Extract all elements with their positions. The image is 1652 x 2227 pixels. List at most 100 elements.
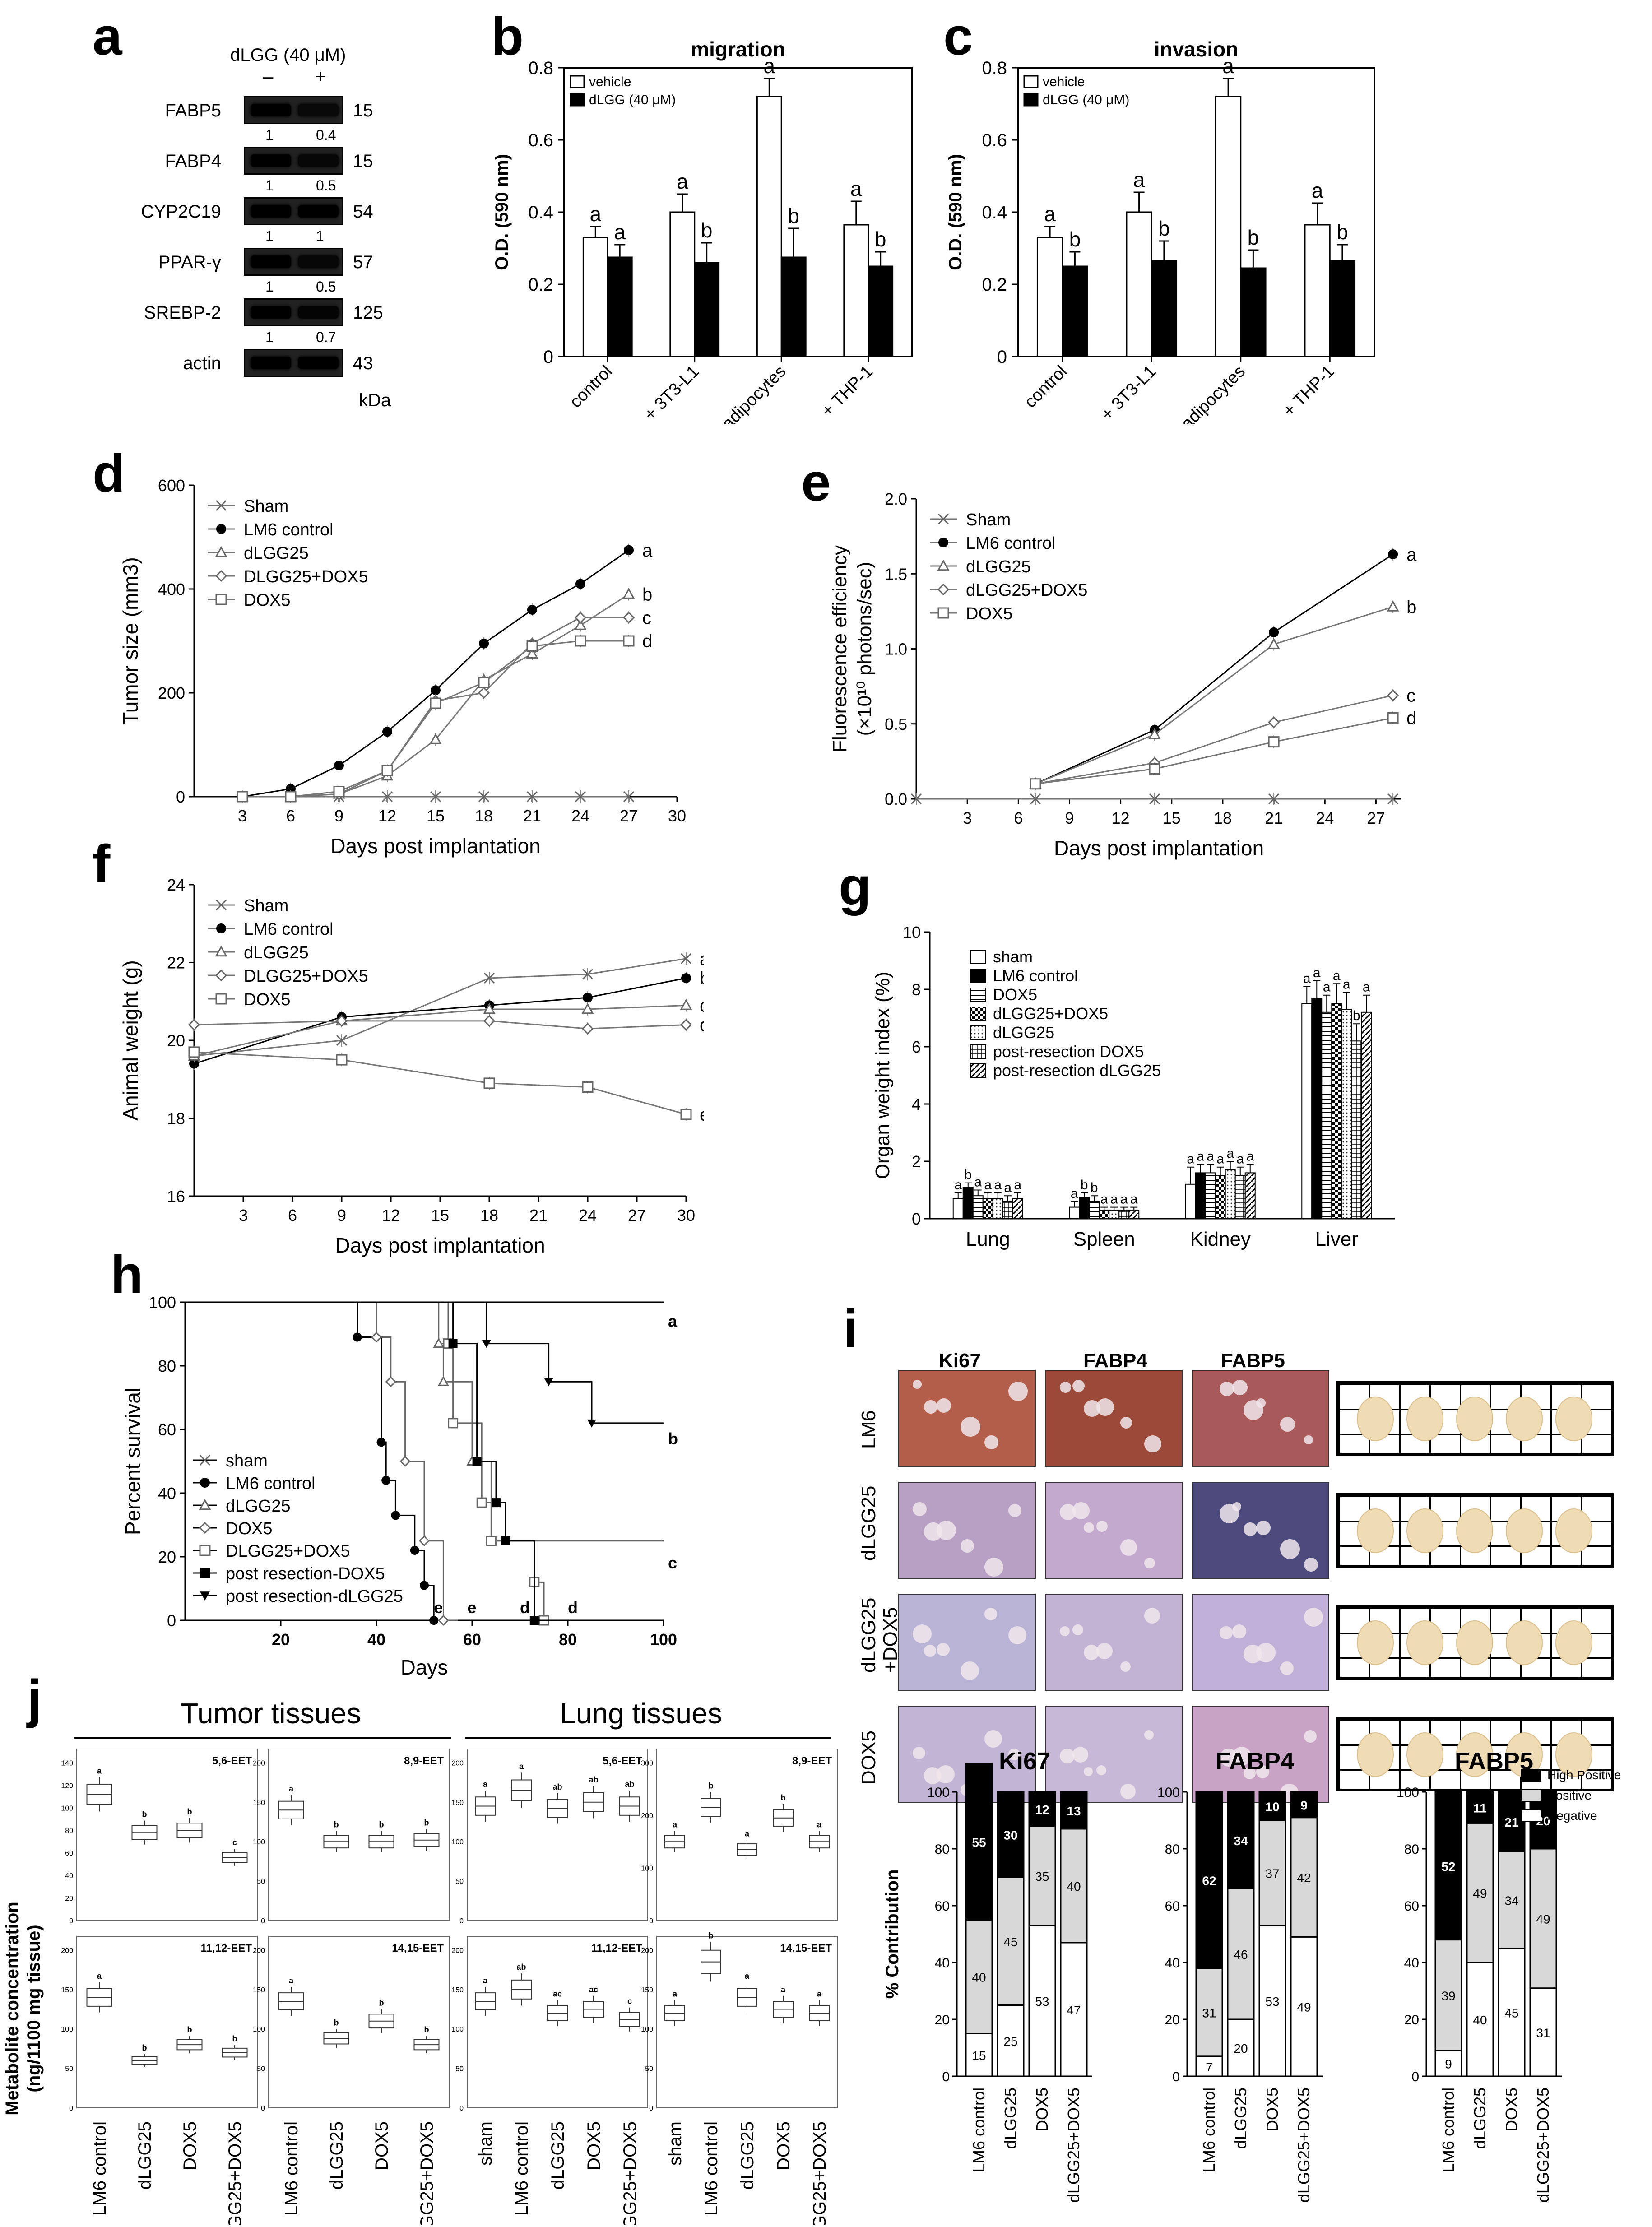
blot-ratio-label: 1 [265,177,274,194]
x-tick-label: 3 [239,1206,248,1225]
censor-marker [492,1498,501,1508]
stack-value-negative: 25 [1003,2034,1017,2048]
box-plot-frame [656,1936,838,2108]
legend-swatch [1521,1809,1541,1822]
y-tick-label: 100 [149,1293,176,1312]
legend-swatch [970,988,986,1002]
x-axis-label: Days post implantation [1054,836,1264,860]
stack-value-negative: 40 [1473,2013,1487,2027]
y-axis-label: O.D. (590 nm) [946,154,965,270]
series-end-letter: d [642,631,652,651]
stack-value-high: 21 [1504,1815,1518,1829]
stack-value-negative: 20 [1234,2041,1248,2055]
tissue-vacuole [1096,1521,1108,1532]
x-tick-label: + THP-1 [818,362,877,421]
box-plot-title: 14,15-EET [780,1942,832,1954]
tissue-vacuole [961,1539,974,1553]
data-point-sham [483,972,495,984]
significance-letter: b [1069,227,1081,251]
legend-label: dLGG25 [244,544,309,563]
box-plot-title: 11,12-EET [201,1942,252,1954]
censor-marker [385,1376,396,1387]
blot-header: dLGG (40 μM) [230,45,346,65]
y-tick-label: 100 [253,2026,265,2033]
panel-label-e: e [801,453,831,512]
data-point-sham [1268,793,1280,805]
legend-marker [200,1478,210,1488]
x-tick-label: + 3T3-L1 [640,362,703,424]
x-axis-label: Days post implantation [330,834,540,858]
y-tick-label: 0.5 [885,715,907,733]
tissue-vacuole [913,1380,922,1389]
significance-letter: a [677,170,688,193]
series-end-letter: b [1406,597,1416,617]
stack-value-positive: 39 [1441,1989,1455,2003]
y-tick-label: 1.0 [885,640,907,659]
y-tick-label: 50 [455,1878,464,1886]
data-point-lm6-control [479,638,489,649]
panel-label-i: i [843,1299,858,1359]
x-tick-label: 9 [334,807,343,825]
data-point-dlgg25-dox5 [574,612,587,624]
stack-value-high: 11 [1473,1801,1487,1815]
stack-high-positive [1028,1791,1056,1827]
bar [1321,1011,1332,1220]
stack-positive [1434,1939,1462,2051]
data-point-sham [381,791,393,803]
stack-high-positive [997,1791,1025,1878]
x-tick-label: Lung [966,1228,1010,1250]
tissue-vacuole [984,1730,1002,1748]
x-axis-label: Days [401,1656,448,1679]
group-title: FABP5 [1455,1748,1533,1775]
significance-letter: a [1246,1149,1254,1164]
significance-letter: ac [553,1990,562,1999]
series-line-dox5 [242,640,629,798]
significance-letter: a [994,1178,1002,1192]
y-axis-label: Tumor size (mm3) [119,557,142,724]
significance-letter: b [1081,1178,1088,1192]
tissue-vacuole [1304,1730,1317,1743]
y-tick-label: 20 [65,1895,73,1902]
series-end-letter: b [700,969,704,988]
series-end-letter: d [700,1016,704,1035]
x-tick-label: DOX5 [1502,2088,1521,2132]
blot-row-fabp4: FABP4 15 1 0.5 [165,147,415,194]
x-tick-label: dLGG25+DOX5 [620,2121,640,2225]
excised-tumor [1357,1620,1394,1665]
y-tick-label: 140 [61,1759,73,1767]
stack-value-negative: 53 [1265,1995,1279,2009]
series-line-lm6-control [1035,553,1393,785]
bar [1118,1209,1130,1220]
censor-marker [501,1536,510,1545]
significance-letter: a [1216,1152,1224,1167]
tissue-vacuole [1144,1435,1161,1452]
y-tick-label: 6 [912,1038,921,1056]
stack-negative [1060,1942,1088,2077]
bar [1185,1183,1196,1219]
blot-band-strip [244,248,343,276]
significance-letter: a [1303,971,1311,986]
survival-curve-lm6-control [185,1301,453,1621]
excised-tumor [1456,1732,1493,1777]
blot-ratio-label: 1 [265,278,274,295]
data-point-dox5 [526,640,538,652]
significance-letter: a [745,1972,750,1981]
x-tick-label: + 3T3-L1 [1098,362,1160,424]
x-tick-label: sham [665,2121,685,2166]
y-tick-label: 80 [935,1842,950,1857]
ihc-image-ki67-dlgg25-dox5 [898,1594,1036,1691]
legend-label: Negative [1547,1809,1597,1823]
significance-letter: b [187,1807,192,1816]
stack-negative [1434,2050,1462,2077]
bar [1215,1175,1226,1219]
legend-label: dLGG25 [226,1497,291,1516]
stack-negative [1195,2055,1223,2077]
y-tick-label: 40 [1165,1956,1180,1971]
x-tick-label: dLGG25 [327,2121,347,2190]
legend-label: post resection-dLGG25 [226,1587,403,1606]
excised-tumor [1406,1732,1443,1777]
y-tick-label: 20 [167,1031,185,1050]
x-tick-label: dLGG25 [1001,2088,1020,2149]
excised-tumor [1406,1508,1443,1553]
censor-marker [476,1497,487,1508]
